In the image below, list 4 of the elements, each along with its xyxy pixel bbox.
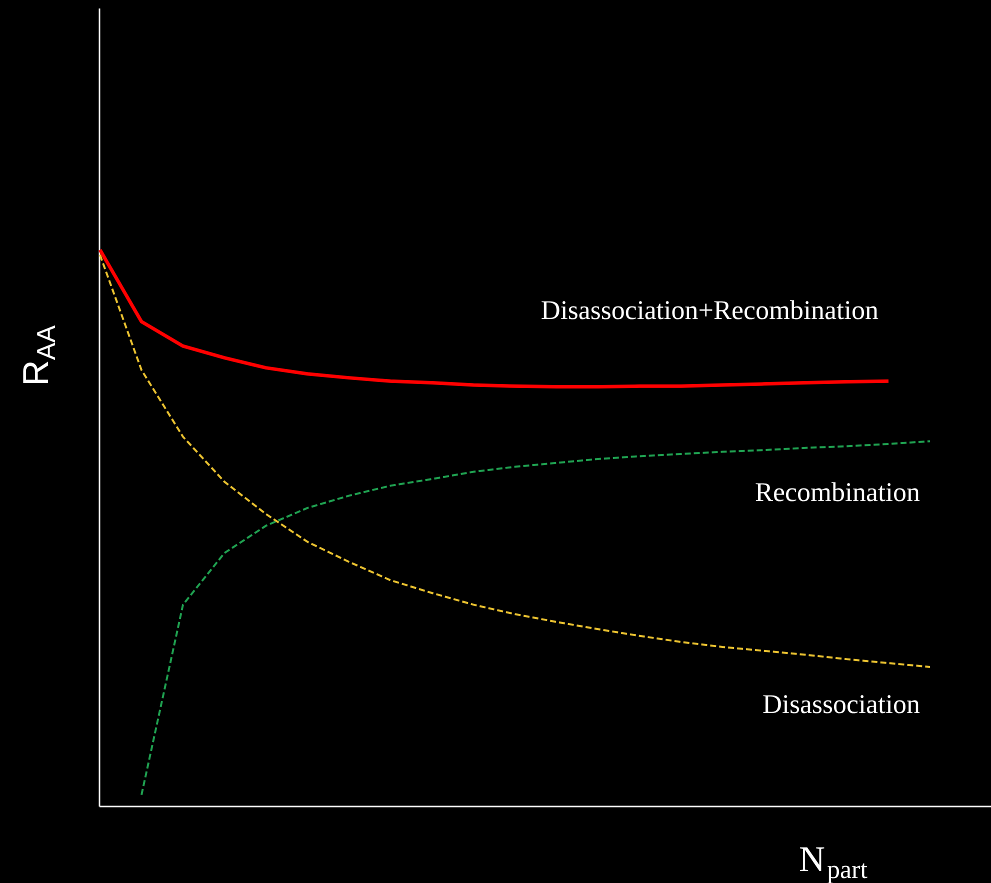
y-axis-title: RAA — [15, 324, 61, 386]
series-label: Recombination — [755, 477, 920, 508]
series-label: Disassociation — [762, 688, 920, 719]
text: Disassociation+Recombination — [540, 295, 879, 326]
